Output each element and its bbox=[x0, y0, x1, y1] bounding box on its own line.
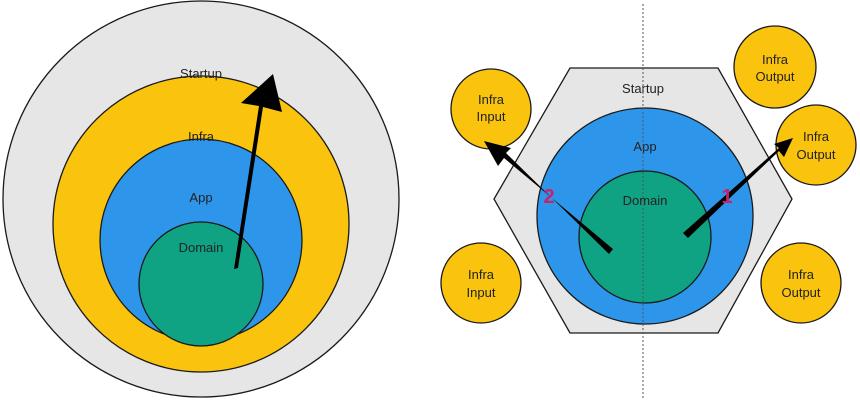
hex-domain-circle bbox=[578, 170, 712, 304]
infra-input-bottom-node: Infra Input bbox=[440, 242, 522, 324]
infra-input-bottom-label-2: Input bbox=[467, 285, 496, 300]
onion-app-label: App bbox=[189, 190, 212, 205]
hex-arrow-1 bbox=[683, 138, 793, 238]
onion-domain-label: Domain bbox=[179, 240, 224, 255]
infra-input-bottom-label-1: Infra bbox=[468, 267, 495, 282]
infra-output-top-circle bbox=[733, 25, 817, 109]
infra-output-bottom-circle bbox=[760, 242, 842, 324]
infra-input-bottom-circle bbox=[440, 242, 522, 324]
hexagonal-diagram: Startup App Domain Infra Input Infra Inp… bbox=[440, 4, 857, 398]
onion-infra-label: Infra bbox=[188, 129, 215, 144]
infra-output-top-node: Infra Output bbox=[733, 25, 817, 109]
infra-output-bottom-label-1: Infra bbox=[788, 267, 815, 282]
onion-dependency-arrow bbox=[234, 74, 282, 269]
onion-startup-label: Startup bbox=[180, 66, 222, 81]
infra-output-top-label-1: Infra bbox=[762, 52, 789, 67]
hex-arrow-2-number: 2 bbox=[543, 186, 554, 208]
infra-output-mid-label-2: Output bbox=[796, 147, 835, 162]
hex-arrow-1-number: 1 bbox=[721, 186, 732, 208]
hex-app-label: App bbox=[633, 139, 656, 154]
onion-domain-core bbox=[138, 221, 264, 347]
infra-input-top-label-1: Infra bbox=[478, 92, 505, 107]
infra-output-mid-node: Infra Output bbox=[775, 104, 857, 186]
hex-domain-label: Domain bbox=[623, 193, 668, 208]
hex-arrow-2 bbox=[484, 141, 613, 254]
infra-input-top-label-2: Input bbox=[477, 109, 506, 124]
infra-output-bottom-node: Infra Output bbox=[760, 242, 842, 324]
infra-output-bottom-label-2: Output bbox=[781, 285, 820, 300]
onion-diagram: Startup Infra App Domain bbox=[2, 0, 400, 398]
infra-output-top-label-2: Output bbox=[755, 69, 794, 84]
infra-output-mid-label-1: Infra bbox=[803, 129, 830, 144]
infra-input-top-node: Infra Input bbox=[450, 68, 532, 150]
